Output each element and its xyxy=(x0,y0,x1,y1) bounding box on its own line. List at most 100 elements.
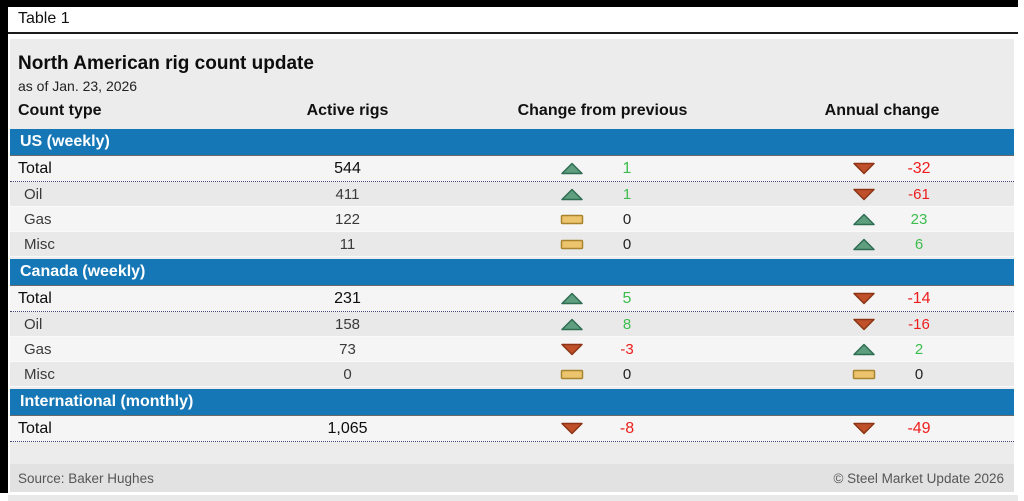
up-arrow-icon xyxy=(560,318,584,331)
card-header: North American rig count update as of Ja… xyxy=(10,39,1014,97)
active-rigs-value: 544 xyxy=(334,159,361,177)
active-rigs-value: 158 xyxy=(334,315,361,333)
top-border-bar xyxy=(0,0,1018,7)
annual-change-value: -32 xyxy=(907,159,931,177)
row-label: Total xyxy=(18,419,52,437)
change-previous-value: -3 xyxy=(620,340,634,358)
section-header-label: International (monthly) xyxy=(20,393,194,410)
table-row: Oil 411 1 -61 xyxy=(10,182,1014,207)
down-arrow-icon xyxy=(852,422,876,435)
down-arrow-icon xyxy=(852,188,876,201)
table-row: Oil 158 8 -16 xyxy=(10,312,1014,337)
table-row: Misc 11 0 6 xyxy=(10,232,1014,257)
table-row: Gas 122 0 23 xyxy=(10,207,1014,232)
table-row: Total 1,065 -8 -49 xyxy=(10,415,1014,442)
up-arrow-icon xyxy=(852,238,876,251)
column-header-count-type: Count type xyxy=(18,102,102,119)
change-previous-cell: -3 xyxy=(415,341,790,358)
table-number-label: Table 1 xyxy=(18,10,70,27)
change-previous-value: 0 xyxy=(622,210,632,228)
card-footer: Source: Baker Hughes © Steel Market Upda… xyxy=(10,464,1014,492)
column-header-change-previous: Change from previous xyxy=(517,102,688,119)
change-previous-value: 1 xyxy=(622,185,632,203)
source-credit: Source: Baker Hughes xyxy=(18,470,154,486)
annual-change-cell: -61 xyxy=(790,186,1014,203)
change-previous-cell: -8 xyxy=(415,420,790,438)
active-rigs-value: 231 xyxy=(334,289,361,307)
annual-change-value: 2 xyxy=(914,340,924,358)
change-previous-value: 0 xyxy=(622,235,632,253)
annual-change-cell: -16 xyxy=(790,316,1014,333)
change-previous-value: 8 xyxy=(622,315,632,333)
down-arrow-icon xyxy=(852,318,876,331)
no-change-icon xyxy=(852,369,876,380)
up-arrow-icon xyxy=(852,343,876,356)
down-arrow-icon xyxy=(852,292,876,305)
section-rows-us: Total 544 1 -32 Oil 411 1 xyxy=(10,155,1014,257)
annual-change-cell: 0 xyxy=(790,366,1014,383)
active-rigs-value: 411 xyxy=(335,185,360,203)
annual-change-cell: -49 xyxy=(790,420,1014,438)
bottom-stripe xyxy=(8,495,1018,501)
change-previous-cell: 0 xyxy=(415,236,790,253)
active-rigs-value: 11 xyxy=(339,235,356,253)
change-previous-cell: 1 xyxy=(415,160,790,178)
page-title: North American rig count update xyxy=(18,53,314,74)
annual-change-value: -16 xyxy=(908,315,930,333)
no-change-icon xyxy=(560,214,584,225)
section-header-label: Canada (weekly) xyxy=(20,263,146,280)
column-header-annual-change: Annual change xyxy=(824,102,940,119)
annual-change-cell: 2 xyxy=(790,341,1014,358)
down-arrow-icon xyxy=(560,343,584,356)
annual-change-value: 0 xyxy=(914,365,924,383)
annual-change-value: -61 xyxy=(908,185,930,203)
copyright-notice: © Steel Market Update 2026 xyxy=(833,470,1004,486)
active-rigs-value: 73 xyxy=(339,340,356,358)
annual-change-value: 6 xyxy=(914,235,924,253)
annual-change-value: 23 xyxy=(910,210,928,228)
up-arrow-icon xyxy=(560,292,584,305)
section-header-label: US (weekly) xyxy=(20,133,110,150)
change-previous-cell: 5 xyxy=(415,290,790,308)
rig-count-table-card: North American rig count update as of Ja… xyxy=(10,39,1014,492)
up-arrow-icon xyxy=(560,162,584,175)
column-headers-row: Count type Active rigs Change from previ… xyxy=(10,97,1014,127)
column-header-active-rigs: Active rigs xyxy=(306,102,389,119)
change-previous-value: 1 xyxy=(622,159,632,177)
no-change-icon xyxy=(560,239,584,250)
section-header-international: International (monthly) xyxy=(10,389,1014,415)
change-previous-value: 0 xyxy=(622,365,632,383)
up-arrow-icon xyxy=(852,213,876,226)
change-previous-cell: 0 xyxy=(415,366,790,383)
row-label: Misc xyxy=(24,365,55,383)
change-previous-cell: 8 xyxy=(415,316,790,333)
section-header-canada: Canada (weekly) xyxy=(10,259,1014,285)
table-row: Misc 0 0 0 xyxy=(10,362,1014,387)
annual-change-cell: 6 xyxy=(790,236,1014,253)
down-arrow-icon xyxy=(560,422,584,435)
row-label: Gas xyxy=(24,210,52,228)
change-previous-value: -8 xyxy=(619,419,635,437)
row-label: Oil xyxy=(24,315,43,333)
table-row: Total 231 5 -14 xyxy=(10,285,1014,312)
annual-change-cell: 23 xyxy=(790,211,1014,228)
row-label: Total xyxy=(18,159,52,177)
row-label: Misc xyxy=(24,235,55,253)
table-row: Gas 73 -3 2 xyxy=(10,337,1014,362)
header-divider-rule xyxy=(8,32,1018,34)
active-rigs-value: 122 xyxy=(334,210,361,228)
annual-change-value: -49 xyxy=(907,419,931,437)
down-arrow-icon xyxy=(852,162,876,175)
section-rows-international: Total 1,065 -8 -49 xyxy=(10,415,1014,442)
active-rigs-value: 0 xyxy=(343,365,352,383)
section-rows-canada: Total 231 5 -14 Oil 158 8 xyxy=(10,285,1014,387)
change-previous-cell: 1 xyxy=(415,186,790,203)
as-of-date: as of Jan. 23, 2026 xyxy=(18,78,138,94)
table-row: Total 544 1 -32 xyxy=(10,155,1014,182)
annual-change-cell: -32 xyxy=(790,160,1014,178)
left-border-bar xyxy=(0,0,8,493)
row-label: Total xyxy=(18,289,52,307)
annual-change-cell: -14 xyxy=(790,290,1014,308)
annual-change-value: -14 xyxy=(907,289,931,307)
section-header-us: US (weekly) xyxy=(10,129,1014,155)
